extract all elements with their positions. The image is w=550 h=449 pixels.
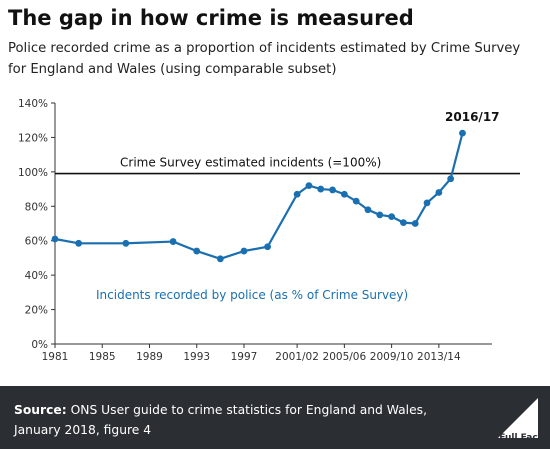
series-line [54, 132, 464, 260]
logo-text: Full Fact [499, 433, 542, 443]
data-point [459, 129, 466, 137]
y-tick-label: 140% [18, 98, 48, 110]
data-point [193, 247, 201, 255]
x-tick-label: 1997 [231, 351, 258, 363]
x-tick-label: 2009/10 [370, 351, 414, 363]
data-point [293, 190, 301, 198]
data-point [423, 199, 431, 207]
data-point [329, 186, 336, 194]
x-tick-label: 2001/02 [275, 351, 319, 363]
source-label: Source: [14, 403, 67, 417]
x-tick-label: 2013/14 [417, 351, 461, 363]
series-label: Incidents recorded by police (as % of Cr… [96, 288, 408, 302]
chart-title: The gap in how crime is measured [8, 6, 414, 30]
y-tick-label: 0% [31, 339, 48, 351]
data-point [447, 175, 455, 183]
chart-subtitle: Police recorded crime as a proportion of… [8, 41, 521, 77]
data-point [352, 197, 360, 205]
reference-line-label: Crime Survey estimated incidents (=100%) [120, 156, 381, 170]
data-point [216, 255, 224, 263]
data-point [340, 190, 348, 198]
data-point [317, 185, 325, 193]
annotation-label: 2016/17 [445, 110, 499, 124]
source-text: ONS User guide to crime statistics for E… [14, 403, 427, 437]
x-tick-label: 1981 [42, 351, 69, 363]
data-point [388, 213, 396, 221]
data-point [122, 239, 130, 247]
data-point [400, 219, 407, 227]
data-point [75, 239, 83, 247]
data-point [169, 238, 177, 245]
x-tick-label: 1989 [136, 351, 163, 363]
y-tick-label: 40% [25, 270, 48, 282]
y-tick-label: 20% [25, 305, 48, 317]
y-tick-label: 80% [25, 201, 48, 213]
source-note: Source: ONS User guide to crime statisti… [14, 400, 474, 440]
x-tick-label: 1993 [183, 351, 210, 363]
data-point [305, 182, 313, 190]
data-point [51, 235, 59, 243]
data-point [435, 189, 443, 196]
data-point [364, 206, 372, 214]
full-fact-logo-icon [498, 398, 538, 438]
footer: Source: ONS User guide to crime statisti… [0, 386, 550, 449]
data-point [376, 211, 384, 219]
y-tick-label: 100% [18, 167, 48, 179]
data-point [264, 243, 271, 251]
x-tick-label: 1985 [89, 351, 116, 363]
y-tick-label: 60% [25, 236, 48, 248]
y-tick-label: 120% [18, 132, 48, 144]
data-point [240, 247, 248, 255]
line-chart: 0% 20% 40% 60% 80% 100% 120% 140% 1981 1985 1989 19… [18, 98, 520, 363]
x-tick-label: 2005/06 [323, 351, 367, 363]
data-point [411, 220, 419, 227]
